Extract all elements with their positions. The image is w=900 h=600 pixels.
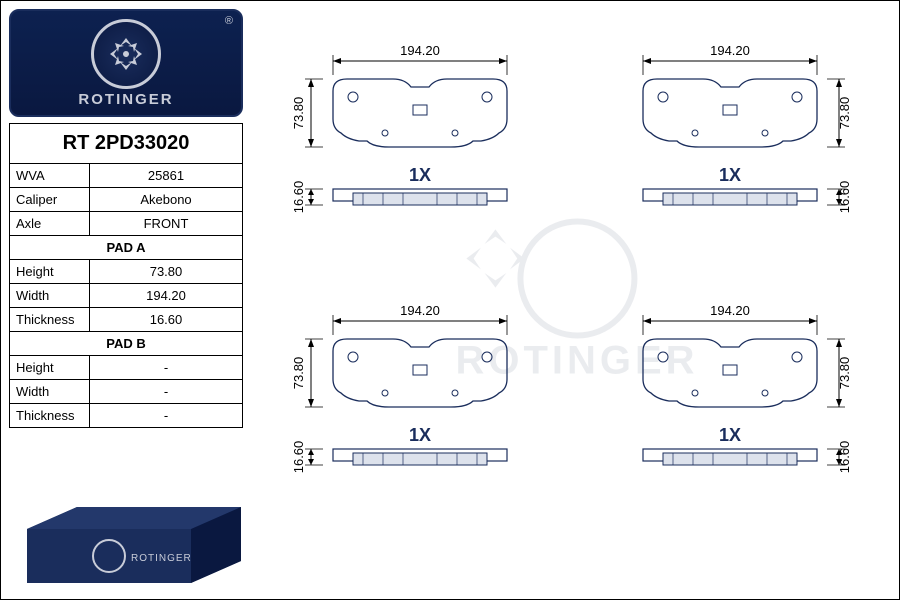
spec-value: 16.60 <box>90 308 243 332</box>
spec-label: Height <box>10 356 90 380</box>
part-number: RT 2PD33020 <box>10 124 243 164</box>
dim-thickness: 16.60 <box>291 181 306 214</box>
spec-label: Thickness <box>10 404 90 428</box>
technical-diagram: ROTINGER <box>261 9 893 593</box>
pad-a-header: PAD A <box>10 236 243 260</box>
dim-width: 194.20 <box>710 43 750 58</box>
svg-text:ROTINGER: ROTINGER <box>131 553 192 564</box>
spec-label: Width <box>10 380 90 404</box>
spec-label: Caliper <box>10 188 90 212</box>
dim-height: 73.80 <box>837 97 852 130</box>
qty-label: 1X <box>409 165 431 185</box>
spec-value: - <box>90 380 243 404</box>
logo-circle-icon <box>91 19 161 89</box>
qty-label: 1X <box>719 425 741 445</box>
spec-value: 73.80 <box>90 260 243 284</box>
dim-height: 73.80 <box>291 97 306 130</box>
dim-width: 194.20 <box>400 43 440 58</box>
dim-thickness: 16.60 <box>837 441 852 474</box>
spec-table: RT 2PD33020 WVA 25861 Caliper Akebono Ax… <box>9 123 243 428</box>
spec-value: Akebono <box>90 188 243 212</box>
qty-label: 1X <box>409 425 431 445</box>
dim-height: 73.80 <box>291 357 306 390</box>
brand-name: ROTINGER <box>78 91 173 108</box>
spec-value: - <box>90 356 243 380</box>
dim-width: 194.20 <box>710 303 750 318</box>
dim-thickness: 16.60 <box>837 181 852 214</box>
pad-b-header: PAD B <box>10 332 243 356</box>
spec-value: - <box>90 404 243 428</box>
spec-label: Axle <box>10 212 90 236</box>
spec-label: WVA <box>10 164 90 188</box>
brand-logo: ® ROTINGER <box>9 9 243 117</box>
spec-value: FRONT <box>90 212 243 236</box>
spec-label: Height <box>10 260 90 284</box>
registered-mark: ® <box>225 15 233 27</box>
dim-height: 73.80 <box>837 357 852 390</box>
product-box-illustration: ROTINGER <box>17 489 251 585</box>
spec-label: Width <box>10 284 90 308</box>
spec-value: 194.20 <box>90 284 243 308</box>
left-panel: ® ROTINGER RT 2PD33020 WVA <box>9 9 243 593</box>
spec-label: Thickness <box>10 308 90 332</box>
dim-thickness: 16.60 <box>291 441 306 474</box>
dim-width: 194.20 <box>400 303 440 318</box>
spec-value: 25861 <box>90 164 243 188</box>
qty-label: 1X <box>719 165 741 185</box>
